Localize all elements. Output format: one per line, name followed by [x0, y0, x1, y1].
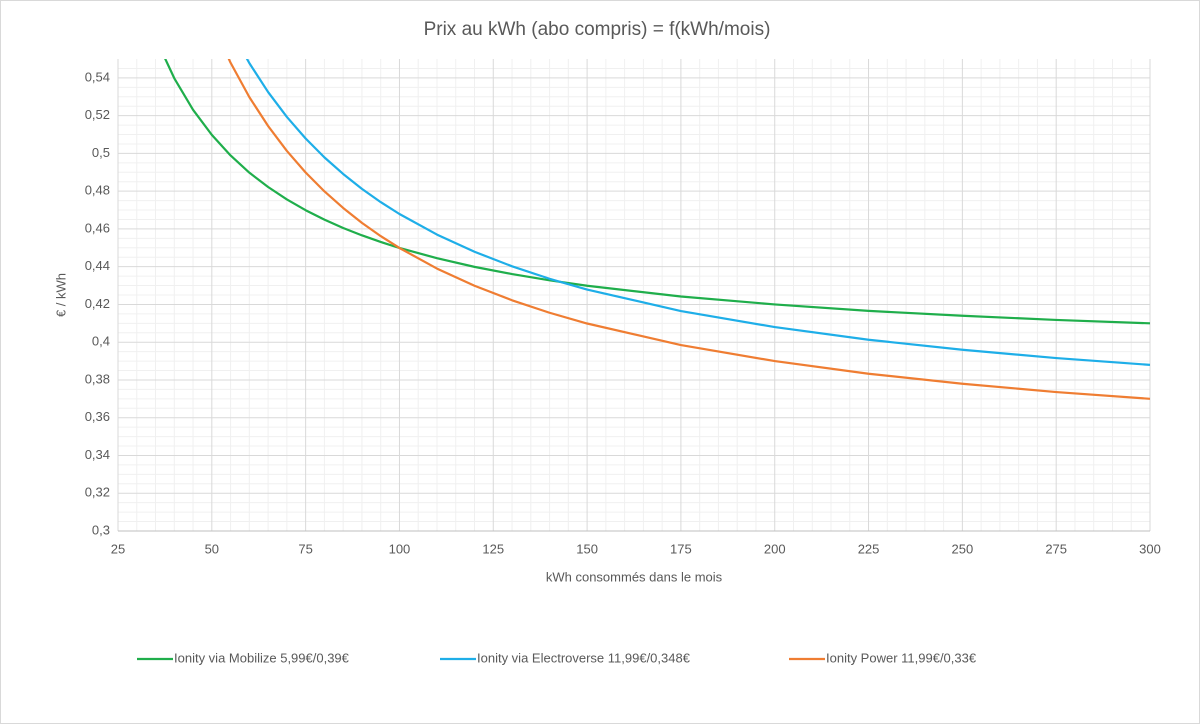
legend-label: Ionity via Mobilize 5,99€/0,39€: [174, 650, 350, 665]
x-tick-label: 50: [205, 541, 219, 556]
y-tick-label: 0,32: [85, 485, 110, 500]
x-tick-label: 75: [298, 541, 312, 556]
x-axis-label: kWh consommés dans le mois: [546, 569, 723, 584]
x-tick-label: 275: [1045, 541, 1067, 556]
legend-label: Ionity via Electroverse 11,99€/0,348€: [477, 650, 691, 665]
x-tick-label: 125: [482, 541, 504, 556]
y-tick-label: 0,48: [85, 183, 110, 198]
x-tick-label: 150: [576, 541, 598, 556]
series-line: [164, 59, 1150, 325]
y-tick-label: 0,52: [85, 107, 110, 122]
x-tick-label: 100: [389, 541, 411, 556]
x-tick-label: 200: [764, 541, 786, 556]
tick-labels: 25 50 75 100 125 150 175 200 225 250 275 300 0,3 0,32…: [85, 69, 1161, 556]
x-tick-label: 250: [952, 541, 974, 556]
y-tick-label: 0,42: [85, 296, 110, 311]
x-tick-label: 25: [111, 541, 125, 556]
chart-title: Prix au kWh (abo compris) = f(kWh/mois): [424, 19, 771, 40]
x-tick-label: 175: [670, 541, 692, 556]
y-tick-label: 0,44: [85, 258, 110, 273]
legend: Ionity via Mobilize 5,99€/0,39€ Ionity vi…: [137, 650, 977, 665]
y-tick-label: 0,34: [85, 447, 110, 462]
legend-label: Ionity Power 11,99€/0,33€: [826, 650, 977, 665]
plot-lines: [164, 59, 1150, 400]
minor-grid: [118, 59, 1150, 531]
series-line: [227, 59, 1150, 400]
x-tick-label: 225: [858, 541, 880, 556]
y-tick-label: 0,3: [92, 522, 110, 537]
y-tick-label: 0,5: [92, 145, 110, 160]
y-tick-label: 0,38: [85, 371, 110, 386]
y-tick-label: 0,46: [85, 220, 110, 235]
series-line: [245, 59, 1150, 366]
y-tick-label: 0,54: [85, 69, 110, 84]
y-axis-label: € / kWh: [53, 273, 68, 317]
y-tick-label: 0,4: [92, 334, 110, 349]
x-tick-label: 300: [1139, 541, 1161, 556]
y-tick-label: 0,36: [85, 409, 110, 424]
